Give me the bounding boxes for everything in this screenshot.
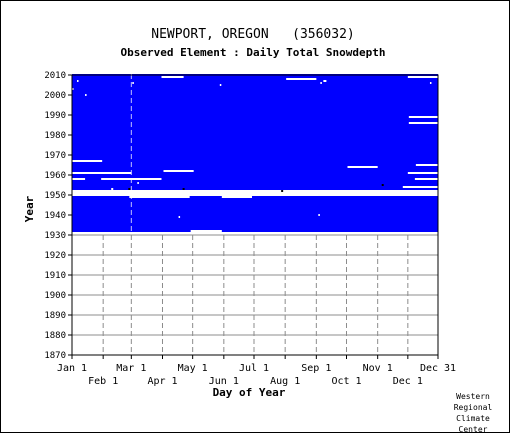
missing-data-gap (323, 80, 327, 82)
x-tick-label: Jan 1 (57, 363, 87, 374)
missing-data-gap (221, 196, 252, 198)
credit-line: Center (458, 425, 488, 434)
missing-data-gap (347, 166, 378, 168)
missing-data-gap (72, 178, 86, 180)
missing-data-gap (219, 84, 222, 86)
missing-data-gap (77, 80, 79, 82)
x-tick-label: Apr 1 (147, 376, 177, 387)
missing-data-gap (72, 192, 438, 194)
x-tick-label: Jun 1 (209, 376, 239, 387)
missing-data-gap (132, 82, 134, 84)
y-tick-label: 1940 (44, 211, 66, 221)
y-tick-label: 1960 (44, 171, 66, 181)
x-tick-label: Dec 31 (420, 363, 456, 374)
missing-data-gap (137, 182, 139, 184)
y-tick-label: 1970 (44, 151, 66, 161)
missing-data-gap (72, 190, 438, 192)
y-tick-label: 1950 (44, 191, 66, 201)
missing-data-gap (407, 172, 438, 174)
missing-data-gap (111, 188, 114, 190)
credit-line: Climate (456, 414, 490, 423)
missing-data-gap (129, 196, 190, 198)
missing-data-gap (72, 88, 74, 90)
missing-data-gap (408, 122, 438, 124)
data-record-block (72, 74, 438, 234)
y-tick-label: 1890 (44, 311, 66, 321)
missing-data-gap (320, 82, 322, 84)
y-tick-label: 2010 (44, 71, 66, 81)
missing-data-gap (161, 76, 184, 78)
wrcc-credit: Western Regional Climate Center (449, 391, 497, 435)
missing-data-gap (407, 76, 438, 78)
y-tick-label: 1900 (44, 291, 66, 301)
x-tick-label: Sep 1 (301, 363, 331, 374)
data-point (381, 184, 384, 186)
missing-data-gap (286, 78, 317, 80)
y-axis: 1870 1880 1890 1900 1910 1920 1930 1940 1950 1960… (44, 71, 72, 361)
x-tick-label: Mar 1 (116, 363, 146, 374)
x-tick-label: Aug 1 (270, 376, 300, 387)
x-tick-label: Oct 1 (331, 376, 361, 387)
x-tick-label: May 1 (178, 363, 208, 374)
credit-line: Western (456, 392, 490, 401)
y-tick-label: 1880 (44, 331, 66, 341)
y-tick-label: 1870 (44, 351, 66, 361)
y-tick-label: 1930 (44, 231, 66, 241)
missing-data-gap (101, 178, 162, 180)
missing-data-gap (415, 164, 438, 166)
y-tick-label: 1910 (44, 271, 66, 281)
x-axis-label: Day of Year (213, 386, 286, 399)
plot-area (71, 74, 439, 356)
x-tick-label: Jul 1 (239, 363, 269, 374)
x-tick-label: Feb 1 (88, 376, 118, 387)
y-tick-label: 1990 (44, 111, 66, 121)
data-point (182, 188, 185, 190)
y-tick-label: 1920 (44, 251, 66, 261)
y-axis-label: Year (23, 195, 36, 222)
missing-data-gap (72, 160, 103, 162)
data-point (128, 188, 131, 190)
missing-data-gap (72, 172, 132, 174)
chart-title: NEWPORT, OREGON (356032) (151, 27, 355, 42)
missing-data-gap (72, 194, 438, 196)
data-point (281, 190, 284, 192)
missing-data-gap (85, 94, 87, 96)
missing-data-gap (72, 232, 438, 234)
chart-subtitle: Observed Element : Daily Total Snowdepth (121, 46, 386, 59)
missing-data-gap (178, 216, 181, 218)
missing-data-gap (402, 186, 438, 188)
missing-data-gap (408, 116, 438, 118)
missing-data-gap (318, 214, 320, 216)
missing-data-gap (429, 82, 432, 84)
x-axis: Jan 1 Mar 1 May 1 Jul 1 Sep 1 Nov 1 Dec 31 Feb … (57, 355, 456, 387)
credit-line: Regional (453, 403, 493, 412)
missing-data-gap (190, 230, 222, 232)
x-tick-label: Nov 1 (363, 363, 393, 374)
missing-data-gap (163, 170, 194, 172)
y-tick-label: 2000 (44, 91, 66, 101)
x-tick-label: Dec 1 (393, 376, 423, 387)
y-tick-label: 1980 (44, 131, 66, 141)
missing-data-gap (414, 178, 438, 180)
